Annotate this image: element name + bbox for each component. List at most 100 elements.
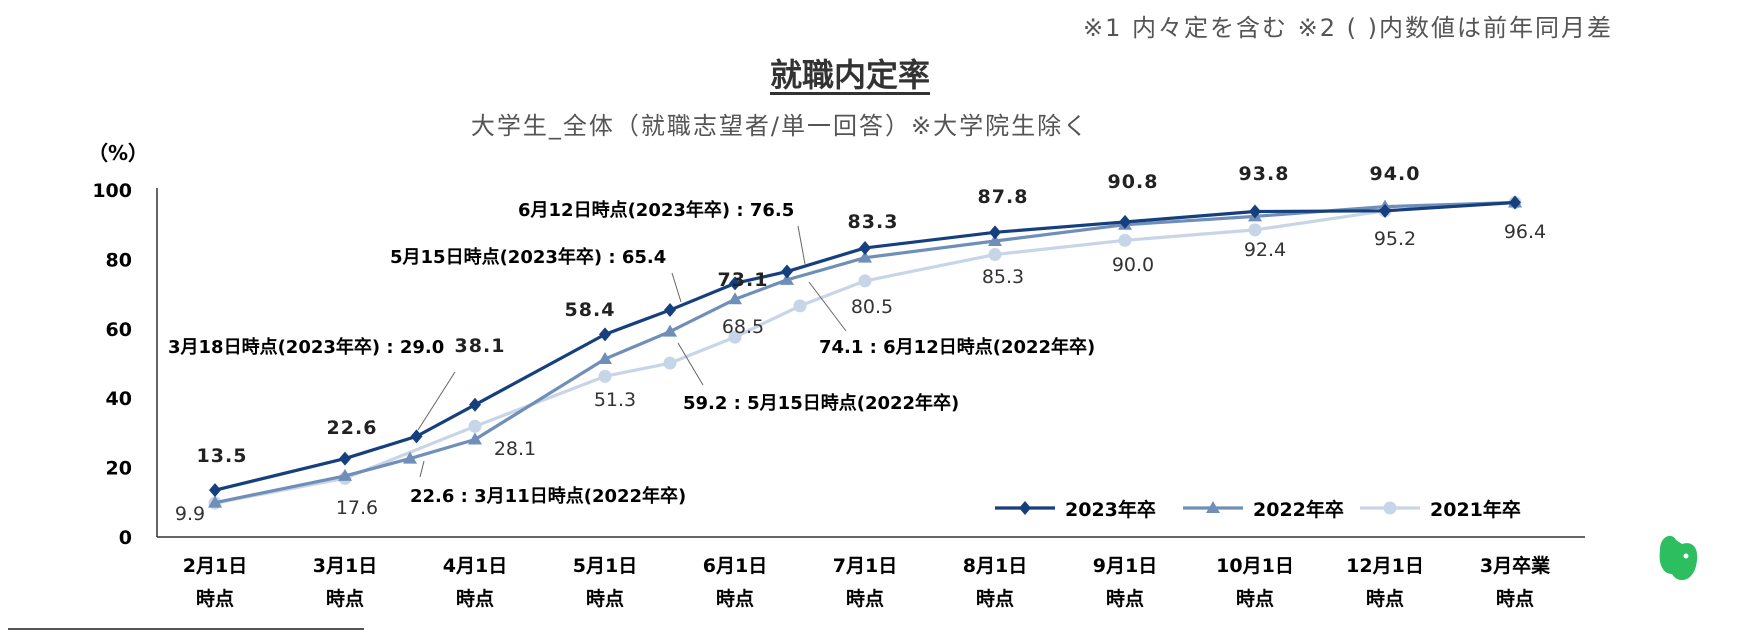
data-label: 9.9 bbox=[175, 503, 205, 525]
x-tick-label: 時点 bbox=[846, 588, 884, 610]
x-tick-label: 時点 bbox=[716, 588, 754, 610]
data-point bbox=[599, 327, 611, 342]
data-label: 95.2 bbox=[1374, 228, 1416, 250]
annotation-leader bbox=[417, 371, 456, 431]
data-point bbox=[1249, 204, 1261, 219]
data-point bbox=[663, 356, 677, 370]
data-label: 51.3 bbox=[594, 389, 636, 411]
annotation-leader bbox=[677, 342, 704, 386]
data-point bbox=[663, 324, 677, 337]
data-point bbox=[728, 330, 742, 344]
x-tick-label: 6月1日 bbox=[703, 555, 767, 577]
annotation-label: 6月12日時点(2023年卒) : 76.5 bbox=[518, 199, 794, 221]
x-tick-label: 12月1日 bbox=[1346, 555, 1424, 577]
x-tick-label: 時点 bbox=[1106, 588, 1144, 610]
data-label: 90.0 bbox=[1112, 254, 1154, 276]
data-label: 13.5 bbox=[197, 445, 248, 467]
x-tick-label: 時点 bbox=[456, 588, 494, 610]
x-tick-label: 時点 bbox=[1496, 588, 1534, 610]
annotation-leader bbox=[671, 272, 682, 303]
evernote-logo-icon bbox=[1659, 535, 1698, 581]
series-line-0 bbox=[214, 200, 1516, 492]
x-tick-label: 7月1日 bbox=[833, 555, 897, 577]
x-tick-label: 2月1日 bbox=[183, 555, 247, 577]
data-label: 22.6 bbox=[327, 417, 378, 439]
y-axis-label: （%） bbox=[88, 141, 148, 165]
data-label: 17.6 bbox=[336, 497, 378, 519]
data-label: 94.0 bbox=[1370, 163, 1421, 185]
footnote: ※1 内々定を含む ※2 ( )内数値は前年同月差 bbox=[1083, 14, 1613, 42]
annotation-label: 22.6 : 3月11日時点(2022年卒) bbox=[410, 485, 686, 507]
x-tick-label: 10月1日 bbox=[1216, 555, 1294, 577]
x-tick-label: 3月卒業 bbox=[1480, 554, 1551, 577]
data-point bbox=[410, 429, 423, 444]
chart-title: 就職内定率 bbox=[769, 56, 930, 94]
y-tick-label: 60 bbox=[106, 319, 132, 341]
x-tick-label: 8月1日 bbox=[963, 555, 1027, 577]
annotation-leader bbox=[419, 460, 425, 478]
data-point bbox=[989, 225, 1001, 240]
data-point bbox=[1119, 214, 1131, 229]
data-point bbox=[598, 351, 612, 364]
data-label: 58.4 bbox=[565, 299, 616, 321]
data-point bbox=[858, 250, 872, 263]
data-point bbox=[988, 248, 1002, 262]
data-point bbox=[1509, 195, 1521, 210]
legend-label: 2021年卒 bbox=[1430, 498, 1521, 521]
divider bbox=[8, 628, 364, 630]
annotation-label: 74.1 : 6月12日時点(2022年卒) bbox=[819, 336, 1095, 358]
data-label: 92.4 bbox=[1244, 239, 1286, 261]
annotation-label: 5月15日時点(2023年卒) : 65.4 bbox=[390, 246, 666, 268]
chart-subtitle: 大学生_全体（就職志望者/単一回答）※大学院生除く bbox=[470, 112, 1090, 140]
data-point bbox=[858, 274, 872, 288]
data-point bbox=[339, 451, 351, 466]
annotation-leader bbox=[808, 281, 847, 332]
data-point bbox=[1379, 203, 1391, 218]
data-point bbox=[469, 397, 481, 412]
data-point bbox=[338, 468, 352, 481]
data-point bbox=[468, 419, 482, 433]
data-point bbox=[859, 240, 871, 255]
x-tick-label: 9月1日 bbox=[1093, 555, 1157, 577]
series-line-1 bbox=[214, 200, 1516, 505]
data-label: 87.8 bbox=[978, 186, 1029, 208]
legend-label: 2022年卒 bbox=[1253, 498, 1344, 521]
x-tick-label: 4月1日 bbox=[443, 555, 507, 577]
data-point bbox=[208, 495, 222, 508]
legend-marker bbox=[1019, 501, 1031, 515]
x-tick-label: 時点 bbox=[586, 588, 624, 610]
data-label: 93.8 bbox=[1239, 163, 1290, 185]
data-point bbox=[780, 272, 794, 285]
data-point bbox=[729, 276, 741, 291]
data-point bbox=[1118, 233, 1132, 247]
data-label: 96.4 bbox=[1504, 221, 1546, 243]
data-point bbox=[728, 292, 742, 305]
y-tick-label: 40 bbox=[106, 388, 132, 410]
annotation-label: 59.2 : 5月15日時点(2022年卒) bbox=[683, 392, 959, 414]
data-point bbox=[988, 234, 1002, 247]
annotation-label: 3月18日時点(2023年卒) : 29.0 bbox=[168, 336, 444, 358]
annotation-leader bbox=[797, 225, 806, 265]
data-label: 73.1 bbox=[718, 269, 769, 291]
data-label: 85.3 bbox=[982, 266, 1024, 288]
x-tick-label: 時点 bbox=[326, 588, 364, 610]
x-tick-label: 時点 bbox=[976, 588, 1014, 610]
data-point bbox=[598, 369, 612, 383]
x-tick-label: 3月1日 bbox=[313, 555, 377, 577]
data-label: 68.5 bbox=[722, 316, 764, 338]
y-tick-label: 20 bbox=[106, 458, 132, 480]
data-point bbox=[793, 299, 807, 313]
data-label: 38.1 bbox=[455, 335, 506, 357]
x-tick-label: 5月1日 bbox=[573, 555, 637, 577]
data-point bbox=[468, 432, 482, 445]
data-point bbox=[209, 483, 221, 498]
data-label: 83.3 bbox=[848, 211, 899, 233]
x-tick-label: 時点 bbox=[196, 588, 234, 610]
data-point bbox=[664, 303, 676, 318]
legend-marker bbox=[1383, 501, 1397, 515]
data-point bbox=[1248, 223, 1262, 237]
legend-marker bbox=[1206, 501, 1220, 513]
data-label: 28.1 bbox=[494, 438, 536, 460]
x-tick-label: 時点 bbox=[1366, 588, 1404, 610]
